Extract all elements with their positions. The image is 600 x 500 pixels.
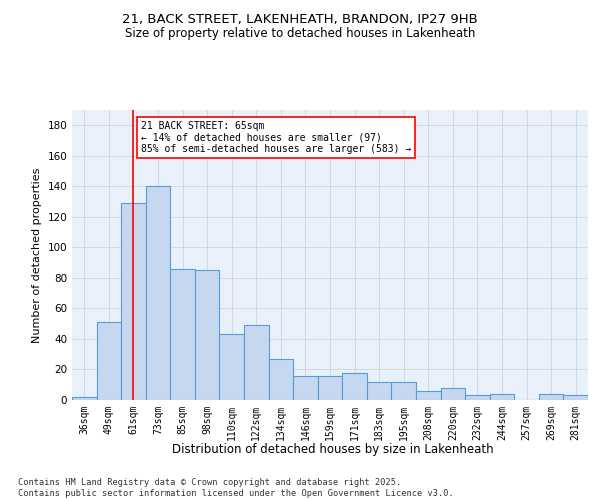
Bar bbox=[244, 325, 269, 400]
Bar bbox=[490, 394, 514, 400]
Text: 21 BACK STREET: 65sqm
← 14% of detached houses are smaller (97)
85% of semi-deta: 21 BACK STREET: 65sqm ← 14% of detached … bbox=[141, 120, 411, 154]
Bar bbox=[293, 376, 318, 400]
Text: Size of property relative to detached houses in Lakenheath: Size of property relative to detached ho… bbox=[125, 28, 475, 40]
Text: 21, BACK STREET, LAKENHEATH, BRANDON, IP27 9HB: 21, BACK STREET, LAKENHEATH, BRANDON, IP… bbox=[122, 12, 478, 26]
Text: Contains HM Land Registry data © Crown copyright and database right 2025.
Contai: Contains HM Land Registry data © Crown c… bbox=[18, 478, 454, 498]
Bar bbox=[465, 396, 490, 400]
Bar bbox=[342, 372, 367, 400]
Bar bbox=[220, 334, 244, 400]
Bar bbox=[318, 376, 342, 400]
Bar bbox=[146, 186, 170, 400]
Text: Distribution of detached houses by size in Lakenheath: Distribution of detached houses by size … bbox=[172, 442, 494, 456]
Bar bbox=[72, 397, 97, 400]
Bar bbox=[195, 270, 220, 400]
Bar bbox=[563, 396, 588, 400]
Bar bbox=[416, 391, 440, 400]
Bar bbox=[391, 382, 416, 400]
Bar bbox=[269, 359, 293, 400]
Bar bbox=[170, 268, 195, 400]
Bar bbox=[97, 322, 121, 400]
Y-axis label: Number of detached properties: Number of detached properties bbox=[32, 168, 42, 342]
Bar bbox=[367, 382, 391, 400]
Bar bbox=[440, 388, 465, 400]
Bar bbox=[121, 203, 146, 400]
Bar bbox=[539, 394, 563, 400]
